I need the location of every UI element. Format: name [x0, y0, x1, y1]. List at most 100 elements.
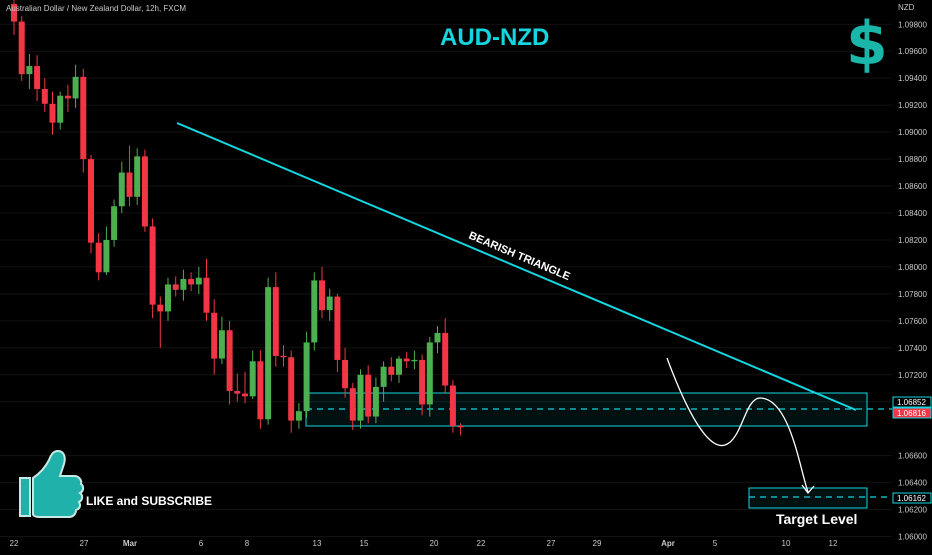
candle-body [249, 361, 256, 397]
candle-body [349, 388, 356, 421]
candle-body [242, 393, 248, 397]
candle-body [311, 280, 318, 343]
trendline-label: BEARISH TRIANGLE [467, 230, 572, 283]
x-tick-label: 5 [713, 539, 718, 548]
candle-body [342, 359, 349, 389]
price-axis[interactable]: NZD 1.09800 1.09600 1.09400 1.09200 1.09000 1.… [892, 0, 932, 550]
candle-body [403, 358, 410, 362]
candle-body [372, 386, 379, 417]
y-tick-label: 1.09600 [898, 47, 927, 56]
candle-body [172, 284, 179, 290]
x-tick-label: 20 [430, 539, 439, 548]
symbol-info: Australian Dollar / New Zealand Dollar, … [6, 4, 187, 13]
candle-body [326, 296, 333, 311]
candle-body [26, 66, 33, 75]
time-axis[interactable]: 22 27 Mar 6 8 13 15 20 22 27 29 Apr 5 10 12 [10, 539, 838, 548]
candle-body [180, 279, 187, 290]
candle-body [88, 159, 94, 243]
target-zone [748, 487, 868, 509]
candle-body [396, 358, 402, 375]
candle-body [157, 304, 164, 312]
candle-body [41, 88, 48, 104]
x-tick-label: Mar [123, 539, 137, 548]
x-tick-label: 12 [829, 539, 838, 548]
y-tick-label: 1.09800 [898, 20, 927, 29]
candle-body [295, 411, 302, 421]
candle-body [111, 206, 118, 240]
candle-body [357, 374, 364, 421]
candle-body [411, 359, 418, 362]
x-tick-label: 8 [245, 539, 250, 548]
price-label: 1.06816 [897, 409, 926, 418]
candle-body [118, 172, 125, 207]
x-tick-label: 13 [313, 539, 322, 548]
y-tick-label: 1.09000 [898, 128, 927, 137]
candle-body [226, 330, 233, 391]
price-axis-bg [892, 0, 932, 550]
candle-body [426, 342, 433, 405]
candle-body [288, 357, 295, 421]
target-level-label: Target Level [776, 511, 858, 527]
projection-arrowhead [801, 484, 815, 495]
like-subscribe-text: LIKE and SUBSCRIBE [86, 494, 213, 508]
y-tick-label: 1.07800 [898, 290, 927, 299]
candle-body [34, 66, 41, 89]
candle-body [18, 21, 25, 75]
candle-body [265, 287, 272, 420]
candle-body [188, 279, 195, 285]
y-tick-label: 1.08800 [898, 155, 927, 164]
candle-body [365, 374, 372, 417]
candle-body [149, 226, 156, 305]
candle-body [272, 287, 279, 356]
y-tick-label: 1.06400 [898, 479, 927, 488]
bearish-trendline [176, 122, 857, 411]
candle-body [141, 156, 148, 227]
x-tick-label: 29 [593, 539, 602, 548]
candle-body [57, 95, 64, 123]
candle-body [419, 359, 426, 405]
price-label-box [892, 492, 932, 504]
y-tick-label: 1.06600 [898, 452, 927, 461]
chart-title: AUD-NZD [440, 24, 550, 51]
price-label-box [892, 396, 932, 408]
thumbs-up-icon [19, 449, 85, 518]
price-axis-unit: NZD [898, 3, 915, 12]
candle-body [165, 284, 171, 312]
y-tick-label: 1.06000 [898, 533, 927, 542]
x-tick-label: Apr [661, 539, 675, 548]
candle-body [95, 242, 102, 273]
zones [305, 392, 892, 509]
candle-body [319, 280, 325, 311]
candle-body [211, 312, 218, 359]
x-tick-label: 15 [360, 539, 369, 548]
y-tick-label: 1.09400 [898, 74, 927, 83]
candle-body [388, 366, 395, 375]
candle-body [457, 425, 464, 428]
candle-body [218, 330, 225, 359]
candle-body [442, 332, 449, 386]
candle-body [203, 277, 210, 313]
price-label: 1.06852 [897, 398, 926, 407]
candle-body [134, 156, 141, 197]
candle-body [64, 95, 71, 99]
y-tick-label: 1.08000 [898, 263, 927, 272]
x-tick-label: 22 [477, 539, 486, 548]
y-tick-label: 1.09200 [898, 101, 927, 110]
candle-body [380, 366, 387, 387]
candle-body [334, 296, 341, 360]
x-tick-label: 22 [10, 539, 19, 548]
x-tick-label: 27 [547, 539, 556, 548]
candle-body [195, 277, 202, 285]
candle-body [11, 4, 17, 22]
candle-body [434, 332, 441, 343]
drawings: BEARISH TRIANGLE [176, 122, 857, 495]
y-tick-label: 1.08200 [898, 236, 927, 245]
x-tick-label: 27 [80, 539, 89, 548]
y-tick-label: 1.08600 [898, 182, 927, 191]
candle-body [126, 172, 133, 197]
candle-body [234, 390, 241, 394]
y-tick-label: 1.07200 [898, 371, 927, 380]
candle-body [257, 361, 264, 420]
